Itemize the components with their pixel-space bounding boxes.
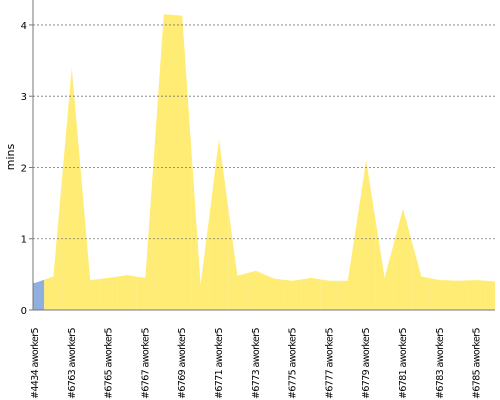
x-tick-label: #6773 aworker5 [251, 327, 262, 399]
x-tick-label: #6769 aworker5 [177, 327, 188, 399]
y-tick-label: 2 [21, 163, 27, 174]
y-tick-label: 3 [21, 92, 27, 103]
area-segment [301, 277, 321, 310]
area-segment [375, 219, 394, 310]
area-segment [117, 275, 137, 310]
x-tick-label: #6785 aworker5 [472, 327, 483, 399]
area-segment [62, 67, 81, 311]
area-segment [320, 279, 339, 310]
area-segment [173, 14, 192, 311]
area-segment [81, 173, 100, 310]
x-tick-label: #6777 aworker5 [324, 327, 335, 399]
x-tick-label: #6771 aworker5 [214, 327, 225, 399]
area-segment [430, 278, 449, 310]
x-tick-label: #6763 aworker5 [67, 327, 78, 399]
area-segment [283, 279, 302, 310]
area-segment [467, 280, 486, 310]
y-axis-label: mins [4, 143, 17, 170]
area-segment [393, 208, 413, 310]
x-tick-label: #6775 aworker5 [288, 327, 299, 399]
area-segment [338, 220, 357, 310]
area-segment [44, 172, 63, 310]
x-tick-label: #6779 aworker5 [361, 327, 372, 399]
area-segment [228, 207, 247, 310]
area-segment [246, 270, 265, 310]
x-tick-label: #4434 aworker5 [30, 327, 41, 399]
area-segment [154, 14, 173, 311]
area-segment [485, 280, 495, 310]
area-segment [357, 160, 376, 310]
area-segment [136, 146, 155, 310]
area-segment [99, 276, 118, 310]
x-tick-label: #6767 aworker5 [140, 327, 151, 399]
area-segment [449, 280, 468, 310]
area-segment [209, 138, 229, 310]
y-tick-label: 1 [21, 235, 27, 246]
x-tick-label: #6783 aworker5 [435, 327, 446, 399]
area-segment [191, 150, 210, 310]
area-segment [33, 279, 45, 310]
area-group [33, 14, 495, 311]
y-tick-label: 0 [21, 306, 27, 317]
area-segment [265, 274, 284, 310]
x-tick-label: #6781 aworker5 [398, 327, 409, 399]
x-tick-label: #6765 aworker5 [104, 327, 115, 399]
y-tick-label: 4 [21, 21, 27, 32]
area-segment [412, 242, 431, 310]
